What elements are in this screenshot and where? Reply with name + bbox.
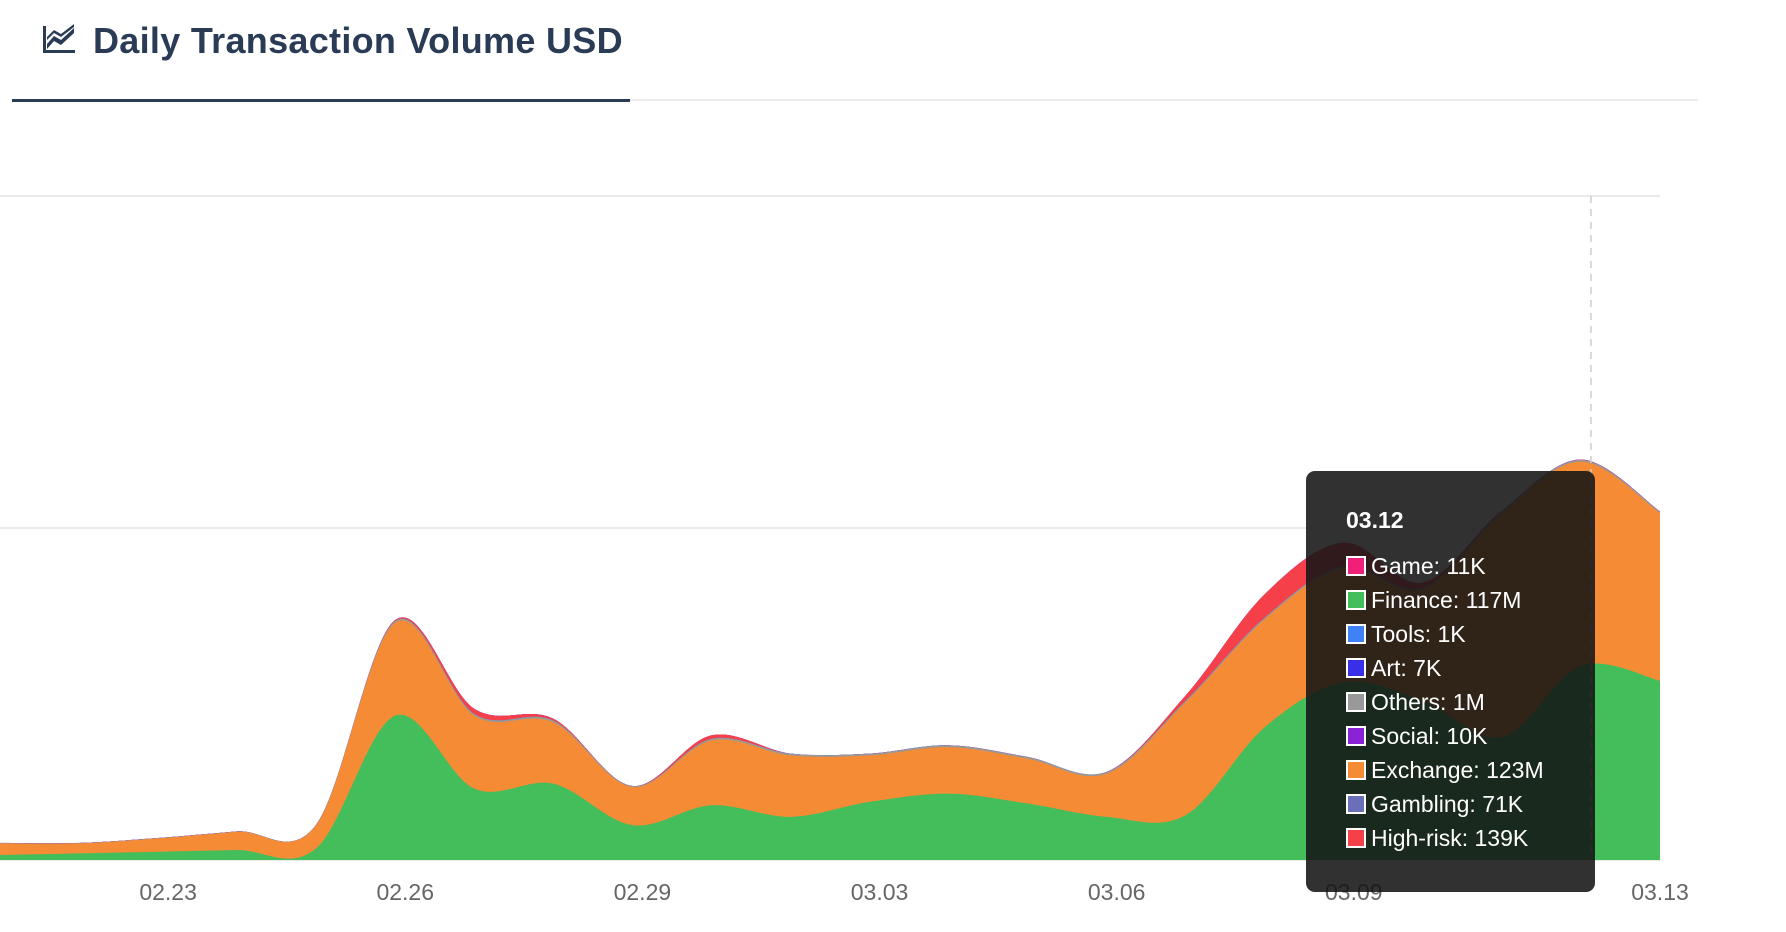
tooltip-swatch: [1346, 828, 1366, 848]
tooltip-item: Others: 1M: [1346, 685, 1595, 719]
x-tick-label: 03.13: [1631, 879, 1689, 905]
tooltip-item: Gambling: 71K: [1346, 787, 1595, 821]
tooltip-swatch: [1346, 794, 1366, 814]
tooltip-item: Finance: 117M: [1346, 583, 1595, 617]
tooltip-item: Art: 7K: [1346, 651, 1595, 685]
tooltip-item-label: Gambling: 71K: [1371, 790, 1524, 817]
tooltip-date: 03.12: [1346, 507, 1404, 533]
area-finance: [0, 663, 1660, 860]
panel-header: Daily Transaction Volume USD: [0, 0, 1700, 104]
tooltip-swatch: [1346, 590, 1366, 610]
tooltip-item: Exchange: 123M: [1346, 753, 1595, 787]
x-tick-label: 02.23: [139, 879, 197, 905]
x-tick-label: 02.26: [376, 879, 434, 905]
page-title: Daily Transaction Volume USD: [93, 20, 623, 61]
tooltip-item-label: Art: 7K: [1371, 654, 1442, 681]
x-tick-label: 02.29: [614, 879, 672, 905]
area-chart-icon: [43, 24, 75, 53]
tooltip-swatch: [1346, 692, 1366, 712]
tooltip-item-label: Others: 1M: [1371, 688, 1485, 715]
tooltip-item-label: Game: 11K: [1371, 552, 1486, 579]
tooltip-swatch: [1346, 624, 1366, 644]
tooltip-item-label: Finance: 117M: [1371, 586, 1522, 613]
tooltip-swatch: [1346, 658, 1366, 678]
tooltip-swatch: [1346, 726, 1366, 746]
tooltip-item: Tools: 1K: [1346, 617, 1595, 651]
active-tab-underline: [12, 99, 630, 102]
tooltip-item: Game: 11K: [1346, 549, 1595, 583]
tooltip-item: High-risk: 139K: [1346, 821, 1595, 855]
x-tick-label: 03.03: [851, 879, 909, 905]
x-tick-label: 03.06: [1088, 879, 1146, 905]
tooltip-swatch: [1346, 760, 1366, 780]
tooltip-item-label: High-risk: 139K: [1371, 824, 1529, 851]
tooltip-item-label: Exchange: 123M: [1371, 756, 1544, 783]
chart-tooltip: 03.12 Game: 11K Finance: 117M Tools: 1K Art…: [1306, 471, 1595, 892]
tooltip-swatch: [1346, 556, 1366, 576]
tooltip-item: Social: 10K: [1346, 719, 1595, 753]
tooltip-series-list: Game: 11K Finance: 117M Tools: 1K Art: 7K Ot…: [1346, 549, 1595, 855]
tooltip-item-label: Tools: 1K: [1371, 620, 1466, 647]
tooltip-item-label: Social: 10K: [1371, 722, 1488, 749]
header-divider: [12, 99, 1698, 101]
